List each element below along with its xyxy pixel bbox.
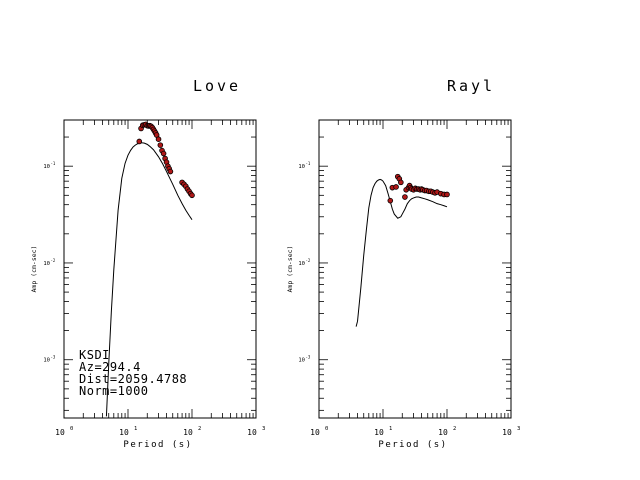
x-tick-label-exponent: 0 bbox=[70, 426, 73, 432]
x-tick-label-exponent: 3 bbox=[517, 426, 520, 432]
observed-point bbox=[189, 192, 195, 199]
observed-point bbox=[402, 194, 408, 200]
x-tick-label: 10 bbox=[502, 428, 512, 437]
azimuth-annotation: Az=294.4 bbox=[79, 360, 141, 374]
y-tick-labels: 10-110-210-3 bbox=[298, 161, 311, 364]
x-tick-label: 10 bbox=[310, 428, 320, 437]
x-axis-label: Period (s) bbox=[378, 440, 447, 450]
y-tick-label: 10 bbox=[298, 164, 305, 170]
x-tick-labels: 10 0 10 1 10 2 10 3 bbox=[310, 426, 520, 437]
y-tick-label-exponent: -3 bbox=[51, 355, 56, 360]
y-tick-label-exponent: -2 bbox=[51, 258, 56, 263]
chart-title: Love bbox=[193, 77, 241, 95]
series-group bbox=[355, 173, 450, 327]
y-tick-labels: 10-110-210-3 bbox=[43, 161, 56, 364]
x-tick-label: 10 bbox=[374, 428, 384, 437]
y-tick-label-exponent: -3 bbox=[306, 355, 311, 360]
x-tick-label-exponent: 1 bbox=[389, 426, 392, 432]
y-tick-label: 10 bbox=[298, 261, 305, 267]
x-tick-label: 10 bbox=[119, 428, 129, 437]
y-tick-label: 10 bbox=[43, 261, 50, 267]
observed-point bbox=[155, 136, 162, 143]
annotation-block: KSDI Az=294.4 Dist=2059.4788 Norm=1000 bbox=[79, 348, 187, 398]
observed-point bbox=[157, 142, 164, 148]
series-group bbox=[105, 121, 195, 417]
y-tick-label-exponent: -1 bbox=[306, 161, 311, 166]
x-tick-label: 10 bbox=[438, 428, 448, 437]
y-tick-label: 10 bbox=[43, 164, 50, 170]
x-tick-label-exponent: 3 bbox=[262, 426, 265, 432]
theoretical-curve bbox=[105, 142, 193, 417]
observed-point bbox=[167, 168, 174, 175]
observed-point bbox=[160, 150, 167, 157]
panel-love: Love 10 0 10 1 10 2 10 3 10-110-210-3 Period (s… bbox=[30, 77, 265, 450]
plot-frame bbox=[318, 119, 512, 419]
x-tick-label: 10 bbox=[247, 428, 257, 437]
x-tick-label-exponent: 0 bbox=[325, 426, 328, 432]
y-tick-label-exponent: -2 bbox=[306, 258, 311, 263]
x-tick-label-exponent: 2 bbox=[198, 426, 201, 432]
panel-rayleigh: Rayl 10 0 10 1 10 2 10 3 10-110-210-3 Period (s… bbox=[286, 77, 520, 450]
observed-point bbox=[444, 191, 450, 198]
y-axis-label: Amp (cm-sec) bbox=[286, 246, 294, 293]
y-tick-label-exponent: -1 bbox=[51, 161, 56, 166]
observed-point bbox=[398, 179, 404, 186]
observed-point bbox=[136, 138, 143, 145]
axis-ticks bbox=[318, 120, 512, 418]
plot-frame bbox=[63, 119, 257, 419]
observed-point bbox=[393, 184, 399, 190]
x-tick-label: 10 bbox=[55, 428, 65, 437]
x-tick-label-exponent: 1 bbox=[134, 426, 137, 432]
theoretical-curve bbox=[355, 178, 448, 327]
y-tick-label: 10 bbox=[298, 358, 305, 364]
x-tick-label-exponent: 2 bbox=[453, 426, 456, 432]
y-tick-label: 10 bbox=[43, 358, 50, 364]
y-axis-label: Amp (cm-sec) bbox=[30, 246, 38, 293]
distance-annotation: Dist=2059.4788 bbox=[79, 372, 187, 386]
observed-point bbox=[387, 197, 394, 204]
x-axis-label: Period (s) bbox=[123, 440, 192, 450]
x-tick-label: 10 bbox=[183, 428, 193, 437]
norm-annotation: Norm=1000 bbox=[79, 384, 149, 398]
station-annotation: KSDI bbox=[79, 348, 110, 362]
x-tick-labels: 10 0 10 1 10 2 10 3 bbox=[55, 426, 265, 437]
chart-title: Rayl bbox=[447, 77, 495, 95]
